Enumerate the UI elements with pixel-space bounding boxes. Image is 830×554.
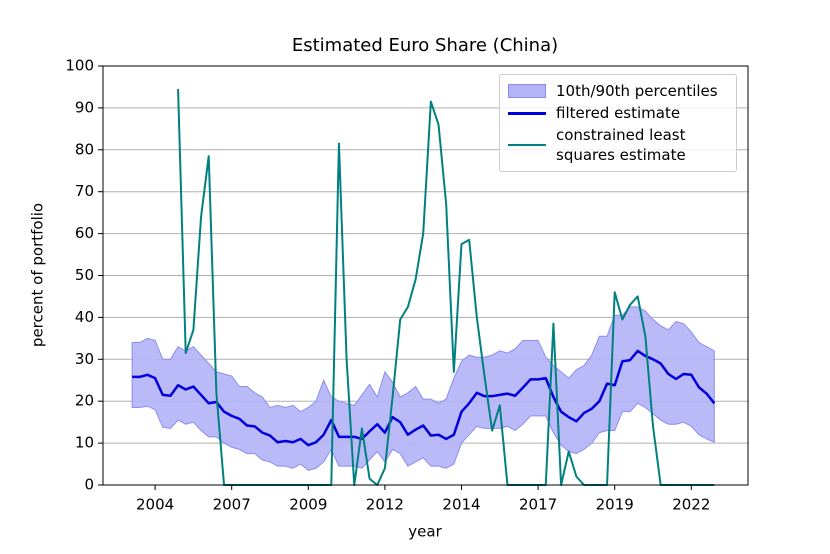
y-tick-label: 60 [75, 224, 94, 242]
y-axis-label: percent of portfolio [29, 203, 47, 347]
y-tick-label: 0 [84, 476, 94, 494]
y-tick-label: 10 [75, 434, 94, 452]
y-tick-label: 100 [65, 57, 94, 75]
x-tick-label: 2007 [213, 496, 251, 514]
legend-swatch [508, 111, 546, 115]
x-tick-label: 2012 [366, 496, 404, 514]
x-tick-label: 2009 [289, 496, 327, 514]
legend-label: constrained least squares estimate [556, 126, 686, 164]
legend-entry: constrained least squares estimate [508, 125, 728, 165]
y-tick-label: 90 [75, 98, 94, 116]
percentile-band [131, 306, 715, 471]
legend-swatch [508, 84, 546, 98]
y-tick-label: 80 [75, 140, 94, 158]
y-tick-label: 70 [75, 182, 94, 200]
legend-entry: filtered estimate [508, 103, 728, 123]
legend-label: filtered estimate [556, 104, 681, 122]
y-tick-label: 40 [75, 308, 94, 326]
axes-frame [102, 65, 749, 486]
y-tick-label: 20 [75, 392, 94, 410]
y-tick-label: 50 [75, 266, 94, 284]
x-tick-label: 2022 [672, 496, 710, 514]
x-tick-label: 2019 [596, 496, 634, 514]
line-series [132, 349, 716, 447]
legend-label: 10th/90th percentiles [556, 82, 718, 100]
chart-title: Estimated Euro Share (China) [292, 35, 558, 56]
x-axis-label: year [408, 523, 442, 541]
x-tick-label: 2014 [442, 496, 480, 514]
legend: 10th/90th percentiles filtered estimate co… [499, 74, 737, 172]
x-tick-label: 2004 [136, 496, 174, 514]
legend-swatch [508, 144, 546, 146]
x-tick-label: 2017 [519, 496, 557, 514]
y-tick-label: 30 [75, 350, 94, 368]
legend-entry: 10th/90th percentiles [508, 81, 728, 101]
